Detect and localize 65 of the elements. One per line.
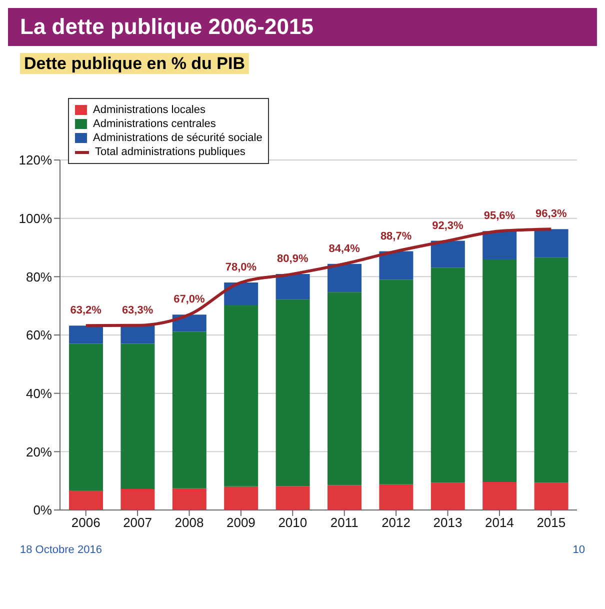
bar [224,304,258,486]
y-tick-label: 60% [26,328,52,343]
bar [69,344,103,490]
bar [534,257,568,483]
y-tick-label: 40% [26,386,52,401]
bar [430,482,465,510]
y-tick-label: 20% [26,444,52,460]
bar [379,251,414,280]
bar [534,482,568,510]
chart-title: La dette publique 2006-2015 [8,8,597,46]
x-tick-label: 2011 [330,515,358,530]
data-label: 80,9% [277,253,308,266]
x-tick-label: 2014 [484,515,514,530]
y-tick-label: 80% [26,269,52,284]
bar [276,274,310,300]
bar [120,325,155,344]
bar [224,282,258,305]
y-tick-label: 0% [33,502,52,518]
text: 10 [572,544,585,556]
data-label: 63,2% [70,304,102,317]
bar [69,326,103,344]
bar [69,490,103,510]
chart-subtitle: Dette publique en % du PIB [20,53,250,74]
x-tick-label: 2007 [123,515,152,530]
data-label: 92,3% [432,220,464,232]
legend-label: Total administrations publiques [95,146,246,158]
x-tick-label: 2012 [382,515,411,530]
data-label: 78,0% [225,262,257,274]
bar [482,482,517,510]
bar [172,314,206,332]
legend-label: Administrations de sécurité sociale [93,132,262,144]
y-tick-label: 100% [18,210,52,226]
bar [328,264,362,292]
x-tick-label: 2015 [536,515,566,530]
bar [430,240,465,268]
bar [482,259,517,482]
bar [379,484,414,510]
bar [276,299,310,486]
x-tick-label: 2006 [71,515,100,530]
data-label: 84,4% [328,242,360,255]
bar [379,280,414,484]
x-tick-label: 2013 [433,515,462,530]
data-label: 96,3% [536,208,567,220]
data-label: 63,3% [122,304,154,316]
x-tick-label: 2008 [174,515,204,530]
bar [120,344,155,489]
bar [482,231,517,260]
data-label: 67,0% [174,294,206,306]
bar [172,332,206,488]
bar [224,486,258,510]
data-label: 88,7% [380,230,412,242]
bar [430,268,465,483]
bar [172,488,206,510]
data-label: 95,6% [484,210,516,222]
x-tick-label: 2009 [226,515,256,530]
bar [534,229,568,258]
x-tick-label: 2010 [278,515,308,530]
bar [276,486,310,510]
bar [328,292,362,486]
bar [328,485,362,510]
y-tick-label: 120% [18,152,52,168]
legend-label: Administrations centrales [93,118,216,130]
legend-label: Administrations locales [93,104,206,116]
bar [120,489,155,510]
text: 18 Octobre 2016 [20,544,102,556]
